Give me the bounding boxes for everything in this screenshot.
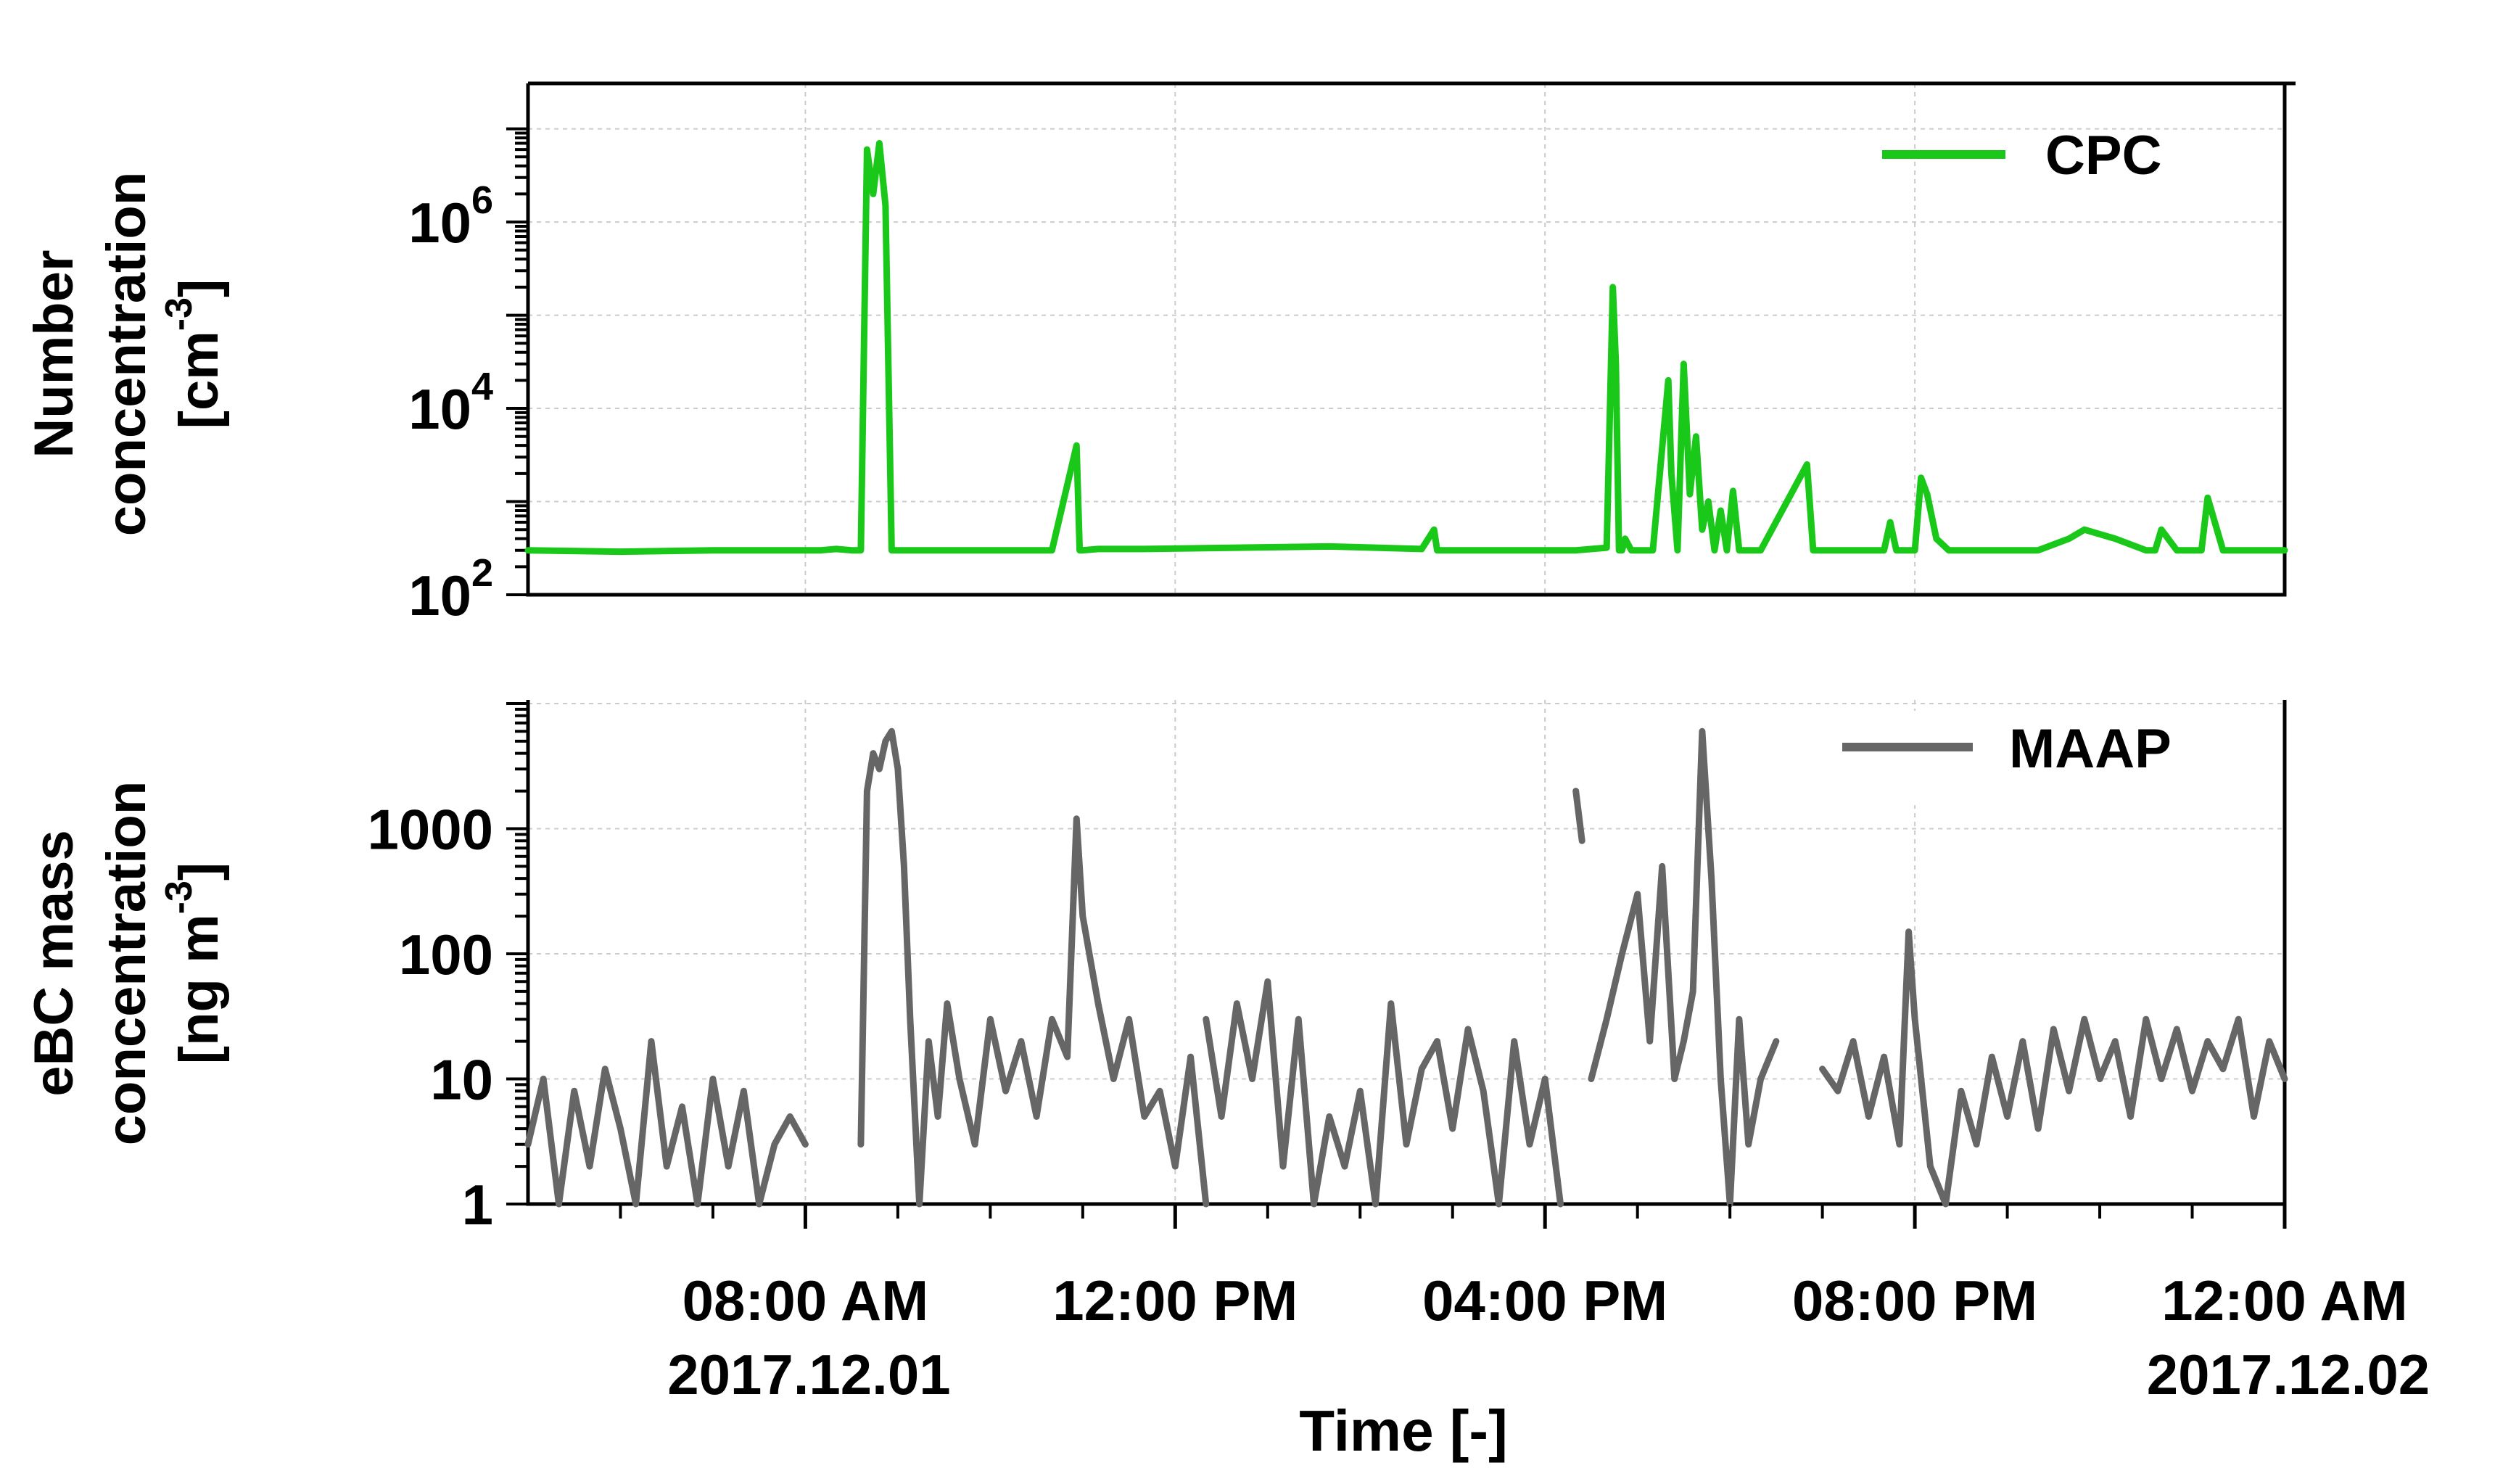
svg-text:[cm-3]: [cm-3] [158,279,230,429]
maap-legend: MAAP [1835,711,2227,805]
series-line-maap [1819,928,2288,1208]
svg-text:[ng m-3]: [ng m-3] [158,862,230,1064]
maap-ylabel-line1: eBC mass [23,830,85,1097]
cpc-ylabel-unit-base: [cm [168,331,230,429]
x-axis-title: Time [-] [1299,1398,1507,1463]
cpc-y-axis-label: Number concentration [cm-3] [23,172,230,537]
x-tick-date-label: 2017.12.01 [667,1343,950,1406]
y-tick-label: 102 [408,551,493,627]
cpc-series [524,140,2288,556]
x-tick-label: 12:00 PM [1052,1269,1298,1332]
cpc-ylabel-line2: concentration [96,172,157,537]
maap-series [524,727,2288,1208]
cpc-ylabel-line1: Number [23,250,85,458]
cpc-ylabel-unit: [cm-3] [158,279,230,429]
maap-ylabel-unit-base: [ng m [168,914,230,1064]
cpc-ylabel-unit-exp: -3 [158,297,200,331]
maap-y-axis-label: eBC mass concentration [ng m-3] [23,781,230,1146]
x-tick-label: 08:00 PM [1792,1269,2037,1332]
x-tick-date-label: 2017.12.02 [2147,1343,2430,1406]
x-axis-tick-labels: 08:00 AM 2017.12.01 12:00 PM 04:00 PM 08:00 … [667,1269,2430,1406]
cpc-legend-label: CPC [2045,125,2161,186]
maap-ylabel-line2: concentration [96,781,157,1146]
maap-ylabel-unit-exp: -3 [158,881,200,914]
maap-ylabel-unit-close: ] [168,862,230,881]
cpc-y-ticks: 102 104 106 [408,127,528,627]
series-line-cpc [524,140,2288,556]
cpc-gridlines [528,83,2285,595]
y-tick-label: 104 [408,365,493,441]
cpc-ylabel-unit-close: ] [168,279,230,297]
y-tick-label: 1000 [367,798,493,862]
y-tick-label: 106 [408,178,493,255]
x-tick-label: 08:00 AM [682,1269,929,1332]
cpc-axes-frame [526,81,2296,597]
series-line-maap [1203,978,1564,1208]
series-line-maap [857,727,1210,1208]
cpc-legend: CPC [1882,125,2161,186]
maap-legend-label: MAAP [2009,718,2172,780]
series-line-maap [1572,788,1585,844]
maap-gridlines [528,700,2285,1204]
maap-ylabel-unit: [ng m-3] [158,862,230,1064]
y-tick-label: 100 [399,923,493,986]
x-axis-ticks [619,1204,2287,1229]
maap-axes-frame [526,700,2287,1206]
series-line-maap [1588,727,1780,1208]
y-tick-label: 1 [462,1173,493,1237]
maap-y-ticks: 1 10 100 1000 [367,702,528,1237]
series-line-maap [524,1038,809,1208]
maap-legend-box [1835,711,2227,805]
x-tick-label: 12:00 AM [2161,1269,2408,1332]
x-tick-label: 04:00 PM [1422,1269,1667,1332]
y-tick-label: 10 [430,1048,493,1112]
